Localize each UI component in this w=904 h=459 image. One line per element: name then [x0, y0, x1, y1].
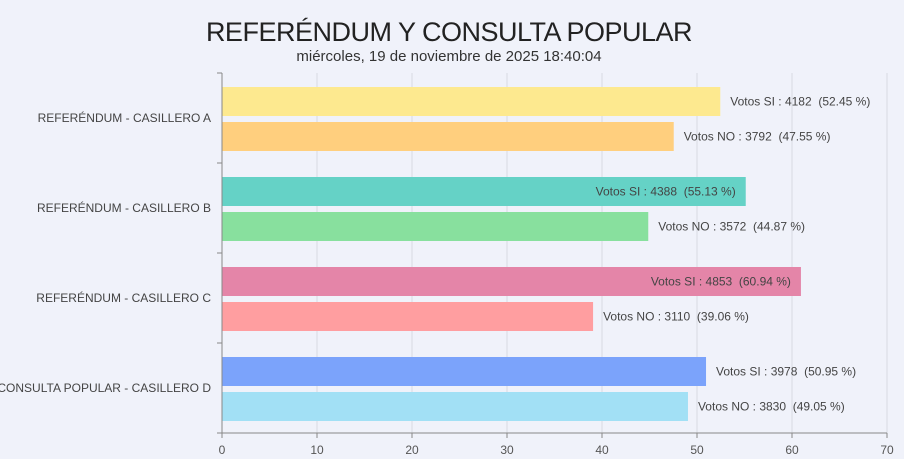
x-tick-label: 40	[595, 443, 609, 457]
bar	[222, 87, 721, 116]
bar-label: Votos NO : 3572 (44.87 %)	[658, 220, 805, 234]
bar-label: Votos SI : 4182 (52.45 %)	[730, 95, 870, 109]
bar	[222, 267, 801, 296]
x-tick-label: 10	[310, 443, 324, 457]
chart-subtitle: miércoles, 19 de noviembre de 2025 18:40…	[296, 48, 601, 65]
bar-label: Votos NO : 3792 (47.55 %)	[684, 130, 831, 144]
bar	[222, 212, 649, 241]
bar	[222, 357, 707, 386]
bar	[222, 392, 688, 421]
x-tick-label: 20	[405, 443, 419, 457]
bar	[222, 177, 746, 206]
bar	[222, 122, 674, 151]
category-label: CONSULTA POPULAR - CASILLERO D	[0, 381, 211, 395]
x-tick-label: 70	[880, 443, 894, 457]
chart-title: REFERÉNDUM Y CONSULTA POPULAR	[206, 17, 692, 47]
category-label: REFERÉNDUM - CASILLERO B	[37, 200, 211, 215]
bar-label: Votos SI : 3978 (50.95 %)	[716, 365, 856, 379]
bars: Votos SI : 4182 (52.45 %) Votos NO : 3792…	[222, 87, 870, 421]
category-label: REFERÉNDUM - CASILLERO C	[36, 290, 211, 305]
bar-label: Votos NO : 3110 (39.06 %)	[603, 310, 749, 324]
axes: 0 10 20 30 40 50 60 70 REFERÉNDUM - CASILLERO A R…	[0, 72, 894, 457]
bar-label: Votos NO : 3830 (49.05 %)	[698, 400, 845, 414]
x-tick-label: 30	[500, 443, 514, 457]
x-tick-label: 0	[219, 443, 226, 457]
x-tick-label: 60	[785, 443, 799, 457]
category-label: REFERÉNDUM - CASILLERO A	[38, 110, 211, 125]
bar-label: Votos SI : 4388 (55.13 %)	[596, 185, 736, 199]
x-tick-label: 50	[690, 443, 704, 457]
bar	[222, 302, 594, 331]
bar-label: Votos SI : 4853 (60.94 %)	[651, 275, 791, 289]
